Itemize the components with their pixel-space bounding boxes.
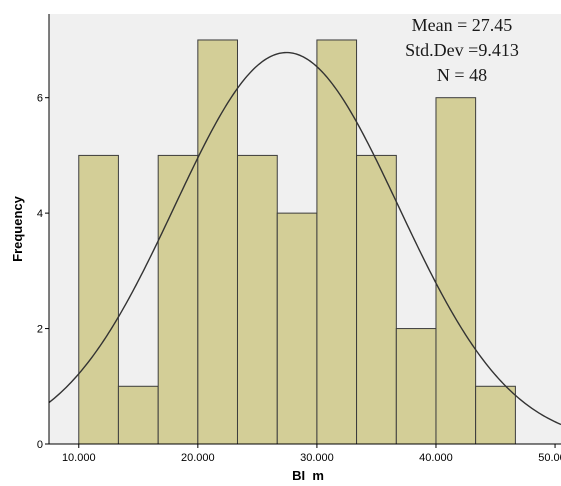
y-tick-label: 4 bbox=[37, 208, 43, 220]
y-axis-ticks: 0 2 4 6 bbox=[37, 93, 49, 451]
histogram-bar bbox=[316, 39, 358, 445]
histogram-bar bbox=[356, 154, 397, 445]
histogram-bar bbox=[197, 39, 238, 445]
stat-mean: Mean = 27.45 bbox=[412, 15, 513, 35]
histogram-bar bbox=[117, 385, 159, 445]
normal-curve bbox=[48, 51, 561, 426]
x-tick-label: 20.000 bbox=[181, 452, 215, 464]
y-tick-label: 0 bbox=[37, 439, 43, 451]
histogram-bar bbox=[236, 154, 278, 445]
histogram-bar bbox=[157, 154, 199, 445]
histogram-bar bbox=[78, 154, 119, 445]
y-tick-label: 6 bbox=[37, 93, 43, 105]
bar-group bbox=[78, 39, 516, 445]
histogram-bar bbox=[475, 385, 516, 445]
stat-std-dev: Std.Dev =9.413 bbox=[405, 40, 519, 60]
y-tick-label: 2 bbox=[37, 324, 43, 336]
x-tick-label: 50.000 bbox=[538, 452, 561, 464]
x-axis-title: BI m bbox=[292, 468, 324, 483]
x-tick-label: 30.000 bbox=[300, 452, 334, 464]
histogram-bar bbox=[395, 328, 437, 445]
histogram-bar bbox=[435, 97, 477, 445]
histogram-bar bbox=[276, 212, 318, 445]
x-tick-label: 40.000 bbox=[419, 452, 453, 464]
x-axis-ticks: 10.000 20.000 30.000 40.000 50.000 bbox=[62, 444, 561, 464]
x-tick-label: 10.000 bbox=[62, 452, 96, 464]
y-axis-title: Frequency bbox=[10, 195, 25, 262]
stat-n: N = 48 bbox=[437, 65, 487, 85]
